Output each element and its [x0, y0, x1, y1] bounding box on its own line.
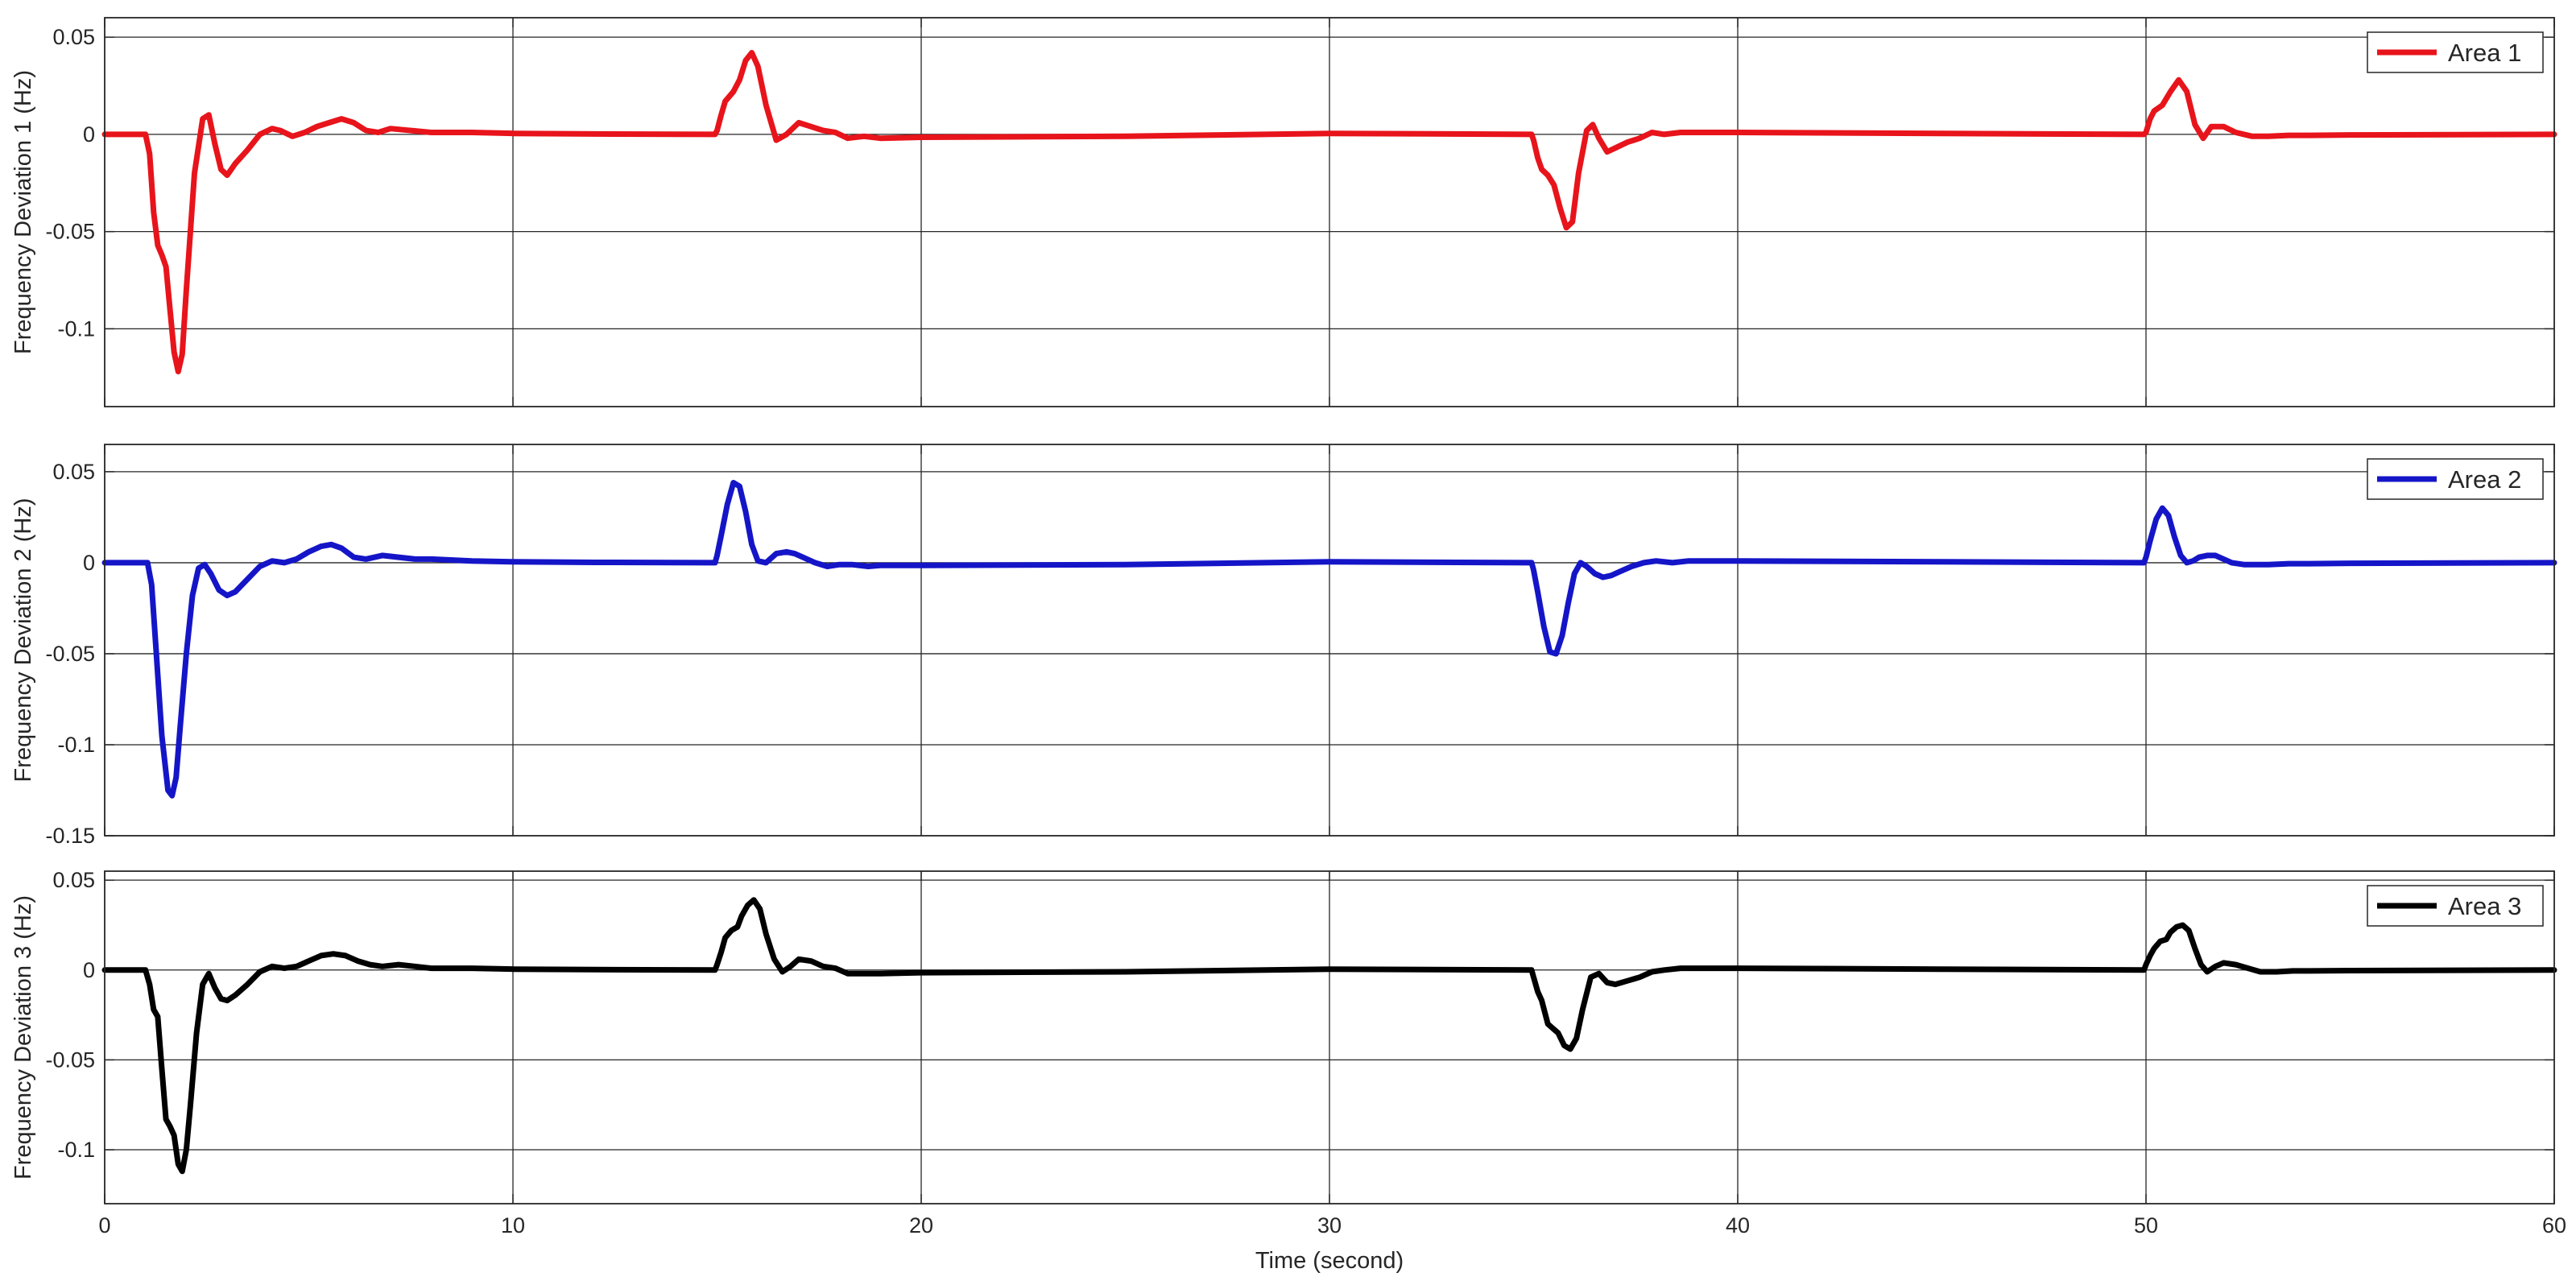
- axes-box: [104, 444, 2555, 837]
- y-axis-label: Frequency Deviation 3 (Hz): [10, 895, 36, 1180]
- y-tick-label: 0.05: [52, 868, 95, 892]
- y-tick-label: -0.05: [45, 1047, 95, 1072]
- legend: Area 3: [2367, 885, 2544, 927]
- series-line-area-1: [101, 50, 2557, 374]
- chart-panel-2: -0.15 -0.1 -0.05 0 0.05 Frequency Deviation 2…: [10, 444, 2557, 848]
- chart-panel-3: 0 10 20 30 40 50 60 -0.1 -0.05 0 0.05 Frequency Dev…: [10, 868, 2566, 1274]
- x-tick-label: 10: [501, 1213, 525, 1237]
- x-tick-label: 40: [1726, 1213, 1750, 1237]
- axes-box: [104, 17, 2555, 407]
- y-tick-label: -0.05: [45, 220, 95, 244]
- legend: Area 1: [2367, 31, 2544, 73]
- y-tick-label: 0: [83, 551, 95, 575]
- y-tick-label: -0.05: [45, 642, 95, 666]
- legend: Area 2: [2367, 458, 2544, 500]
- x-tick-label: 20: [909, 1213, 933, 1237]
- series-line-area-2: [101, 480, 2557, 799]
- x-tick-label: 60: [2542, 1213, 2566, 1237]
- x-tick-label: 30: [1317, 1213, 1342, 1237]
- y-axis-label: Frequency Deviation 1 (Hz): [10, 70, 36, 354]
- y-tick-label: 0.05: [52, 460, 95, 484]
- x-axis-label: Time (second): [1255, 1248, 1404, 1274]
- y-tick-label: 0.05: [52, 25, 95, 49]
- x-tick-label: 50: [2134, 1213, 2158, 1237]
- series-line-area-3: [101, 897, 2557, 1175]
- x-tick-label: 0: [98, 1213, 110, 1237]
- y-tick-label: -0.1: [57, 316, 95, 341]
- y-tick-label: -0.15: [45, 824, 95, 848]
- legend-label: Area 1: [2448, 39, 2521, 67]
- y-tick-label: -0.1: [57, 1138, 95, 1162]
- axes-box: [104, 870, 2555, 1204]
- chart-panel-1: -0.1 -0.05 0 0.05 Frequency Deviation 1 (Hz)…: [10, 17, 2557, 407]
- legend-label: Area 2: [2448, 465, 2521, 494]
- y-tick-label: -0.1: [57, 733, 95, 757]
- y-tick-label: 0: [83, 958, 95, 982]
- y-axis-label: Frequency Deviation 2 (Hz): [10, 498, 36, 783]
- legend-label: Area 3: [2448, 892, 2521, 920]
- y-tick-label: 0: [83, 122, 95, 147]
